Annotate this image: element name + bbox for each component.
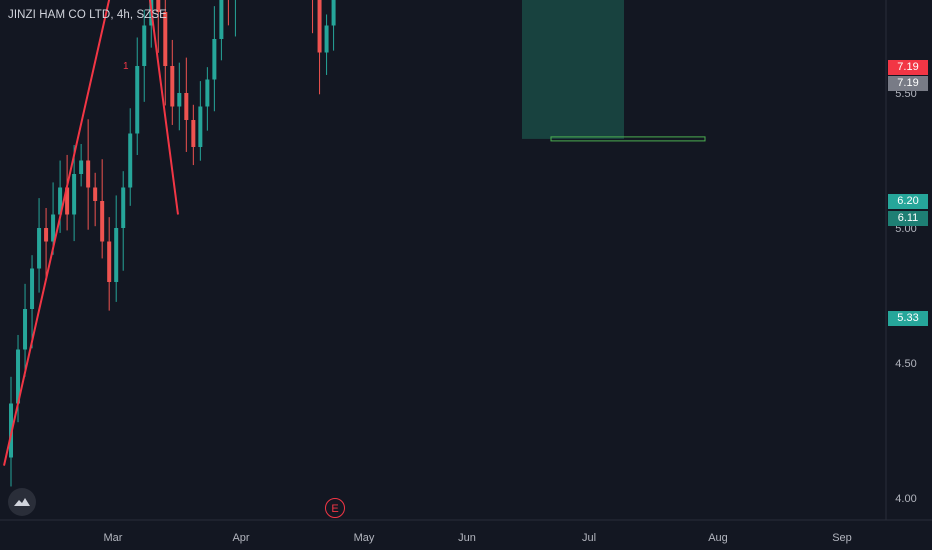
candle-body <box>79 160 84 174</box>
x-tick-label: Aug <box>708 532 728 544</box>
target-marker <box>550 136 706 142</box>
candle-body <box>219 0 224 39</box>
candle-body <box>44 228 49 242</box>
candle-body <box>107 241 112 282</box>
horizontal-line-label: 1 <box>123 61 129 72</box>
candle-body <box>142 25 147 66</box>
candle-body <box>170 66 175 107</box>
earnings-marker-icon[interactable]: E <box>325 498 345 518</box>
candle-body <box>93 187 98 201</box>
candle-body <box>65 187 70 215</box>
candle-body <box>177 93 182 107</box>
candle-body <box>212 39 217 80</box>
candle-body <box>23 309 28 350</box>
tradingview-logo-icon[interactable] <box>8 488 36 516</box>
target-zone-right <box>522 0 624 139</box>
candle-body <box>100 201 105 242</box>
candle-body <box>331 0 336 26</box>
candle-body <box>114 228 119 282</box>
y-tick-label: 5.50 <box>895 88 916 100</box>
y-tick-label: 4.50 <box>895 358 916 370</box>
price-tag-mid: 6.11 <box>888 211 928 226</box>
candle-body <box>128 133 133 188</box>
candle-body <box>191 120 196 147</box>
candle-body <box>51 214 56 242</box>
candle-body <box>72 174 77 215</box>
x-tick-label: Jul <box>582 532 596 544</box>
position-zones <box>522 0 624 139</box>
candle-body <box>198 106 203 147</box>
drawing-overlays <box>3 0 706 466</box>
candle-body <box>324 25 329 53</box>
x-tick-label: Apr <box>232 532 249 544</box>
price-tag-last: 6.20 <box>888 194 928 209</box>
candle-body <box>156 0 161 12</box>
x-tick-label: Sep <box>832 532 852 544</box>
candle-body <box>121 187 126 228</box>
candle-body <box>205 79 210 107</box>
y-tick-label: 5.00 <box>895 223 916 235</box>
price-tag-top: 7.19 <box>888 60 928 75</box>
candle-body <box>30 268 35 309</box>
candles <box>9 0 336 487</box>
candle-body <box>58 187 63 215</box>
candle-body <box>163 12 168 66</box>
chart-title: JINZI HAM CO LTD, 4h, SZSE <box>8 9 167 21</box>
x-tick-label: May <box>354 532 375 544</box>
candle-body <box>86 160 91 188</box>
candle-body <box>317 0 322 53</box>
price-tag-target: 5.33 <box>888 311 928 326</box>
candle-body <box>135 66 140 134</box>
trend-path <box>3 0 179 466</box>
candle-body <box>16 349 21 404</box>
x-tick-label: Jun <box>458 532 476 544</box>
candle-body <box>184 93 189 120</box>
y-tick-label: 4.00 <box>895 493 916 505</box>
candle-body <box>37 228 42 269</box>
x-tick-label: Mar <box>104 532 123 544</box>
price-tag-top2: 7.19 <box>888 76 928 91</box>
